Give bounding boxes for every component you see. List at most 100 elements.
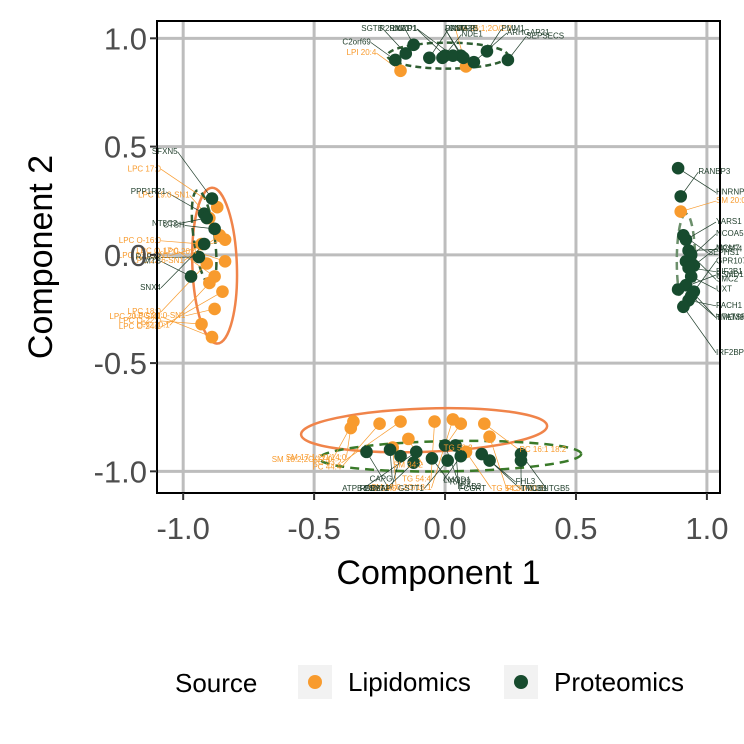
point-label-proteomics-8: SEPSECS (526, 31, 564, 40)
y-tick-label-1: -0.5 (94, 346, 147, 381)
point-label-lipidomics-8: LPC 20:4 (163, 247, 197, 256)
point-label-lipidomics-20: SM 34:2 (393, 460, 423, 469)
leader-lipidomics-25 (484, 423, 520, 451)
point-label-lipidomics-6: LPC 23:0-SN1 (118, 251, 170, 260)
leader-proteomics-38 (385, 462, 414, 490)
point-proteomics-12 (208, 222, 221, 236)
point-label-lipidomics-22: TG 54:4 (402, 475, 431, 484)
legend-title: Source (175, 668, 257, 698)
x-tick-label-0: -1.0 (156, 511, 209, 546)
point-label-proteomics-25: NCOA5 (716, 229, 744, 238)
point-label-proteomics-18: MTS (144, 256, 161, 265)
ellipse-lipidomics-1 (299, 406, 549, 454)
point-label-proteomics-37: CD2AP (364, 484, 391, 493)
leader-lipidomics-23 (431, 419, 454, 489)
legend: Source Lipidomics Proteomics (175, 665, 684, 699)
point-label-lipidomics-5: LPC 22:6-SN1 (132, 256, 184, 265)
point-proteomics-18 (184, 270, 198, 283)
leader-proteomics-13 (165, 191, 205, 215)
legend-items: Lipidomics Proteomics (298, 665, 684, 699)
leader-lipidomics-19 (341, 421, 401, 464)
point-lipidomics-24 (454, 417, 468, 431)
point-label-proteomics-19: HNRNPH3 (716, 188, 744, 197)
point-proteomics-16 (200, 211, 214, 225)
point-label-proteomics-48: TTC38 (521, 484, 546, 493)
point-label-lipidomics-18: PC 44:4 (312, 462, 341, 471)
x-axis-title: Component 1 (336, 554, 540, 592)
point-label-proteomics-28: UXT (716, 284, 732, 293)
point-label-proteomics-32: PACH1 (716, 301, 743, 310)
point-lipidomics-25 (478, 417, 491, 431)
point-label-proteomics-39: ATPB (342, 484, 362, 493)
y-tick-label-2: 0.0 (104, 238, 147, 273)
point-proteomics-40 (425, 452, 439, 465)
point-lipidomics-13 (195, 317, 208, 331)
leader-lipidomics-13 (160, 320, 202, 325)
y-tick-label-4: 1.0 (104, 21, 147, 56)
legend-key-proteomics (514, 675, 528, 689)
leader-lipidomics-11 (160, 291, 223, 328)
leader-proteomics-5 (416, 28, 446, 56)
point-label-proteomics-5: SMAD1 (389, 24, 417, 33)
point-label-proteomics-1: SGTB (361, 24, 383, 33)
y-tick-label-3: 0.5 (104, 130, 147, 165)
leader-proteomics-39 (362, 451, 417, 490)
point-proteomics-34 (677, 300, 690, 314)
point-label-proteomics-21: YARS1 (716, 217, 742, 226)
y-tick-label-0: -1.0 (94, 454, 147, 489)
point-lipidomics-11 (216, 285, 229, 298)
point-label-proteomics-44: LMOD1 (443, 476, 471, 485)
point-proteomics-48 (514, 454, 528, 467)
point-label-proteomics-36: CAPG (370, 475, 393, 484)
leader-lipidomics-7 (160, 240, 202, 245)
point-label-lipidomics-4: LPC 19:0-SN1 (138, 191, 190, 200)
point-label-lipidomics-11: LPC O-24:1 (119, 322, 162, 331)
point-label-proteomics-15: SNX4 (140, 283, 161, 292)
plot-panel-border (156, 20, 721, 494)
point-lipidomics-22 (428, 415, 441, 428)
point-label-lipidomics-27: PC O-31:1 (507, 484, 545, 493)
point-lipidomics-8 (218, 255, 232, 268)
point-label-proteomics-42: FCGRT (459, 484, 487, 493)
point-label-proteomics-29: HTATSF1 (716, 313, 744, 322)
point-lipidomics-27 (483, 430, 496, 444)
point-label-lipidomics-26: TG 54:3 (492, 484, 521, 493)
point-proteomics-31 (671, 283, 685, 296)
confidence-ellipses (190, 41, 697, 473)
point-label-lipidomics-14: LPC 20:0-SN1 (109, 312, 161, 321)
x-tick-label-4: 1.0 (685, 511, 728, 546)
point-proteomics-43 (441, 454, 454, 467)
leader-proteomics-41 (444, 445, 461, 487)
point-label-lipidomics-25: PC 16:1 18:2 (520, 445, 567, 454)
point-proteomics-2 (407, 38, 420, 52)
point-proteomics-24 (677, 229, 690, 242)
point-lipidomics-2 (674, 205, 688, 218)
point-label-proteomics-17: RAB32 (136, 252, 162, 261)
point-label-proteomics-9: ARHGAP21 (507, 28, 550, 37)
point-label-proteomics-14: SFXN5 (152, 147, 178, 156)
leader-proteomics-35 (366, 451, 390, 490)
point-label-proteomics-23: SMC2 (716, 275, 739, 284)
point-label-proteomics-46: TMUB1 (521, 484, 549, 493)
point-label-lipidomics-13: LPC O-22:0 (119, 316, 162, 325)
point-label-proteomics-35: ESYT1 (364, 484, 390, 493)
ellipse-lipidomics-0 (190, 186, 239, 345)
point-lipidomics-17 (347, 415, 360, 428)
leader-lipidomics-18 (341, 423, 380, 468)
axis-ticks: -1.0 -0.5 0.0 0.5 1.0 -1.0 -0.5 0.0 0.5 1.0 (94, 21, 729, 546)
point-proteomics-42 (449, 439, 462, 452)
point-lipidomics-18 (373, 417, 386, 431)
point-label-proteomics-12: CTSH (163, 221, 185, 230)
point-label-proteomics-45: FHL3 (516, 477, 536, 486)
point-lipidomics-14 (205, 330, 219, 344)
point-label-proteomics-10: LUZP1 (392, 24, 417, 33)
point-proteomics-0 (388, 53, 402, 67)
point-proteomics-41 (438, 439, 452, 452)
point-proteomics-3 (423, 51, 436, 65)
point-proteomics-7 (480, 45, 494, 58)
point-label-proteomics-24: SEPHS1 (708, 248, 740, 257)
point-label-proteomics-2: P2RX7 (380, 24, 406, 33)
point-proteomics-17 (192, 250, 206, 264)
point-lipidomics-10 (203, 276, 216, 290)
point-label-proteomics-4: NDE1 (461, 30, 483, 39)
